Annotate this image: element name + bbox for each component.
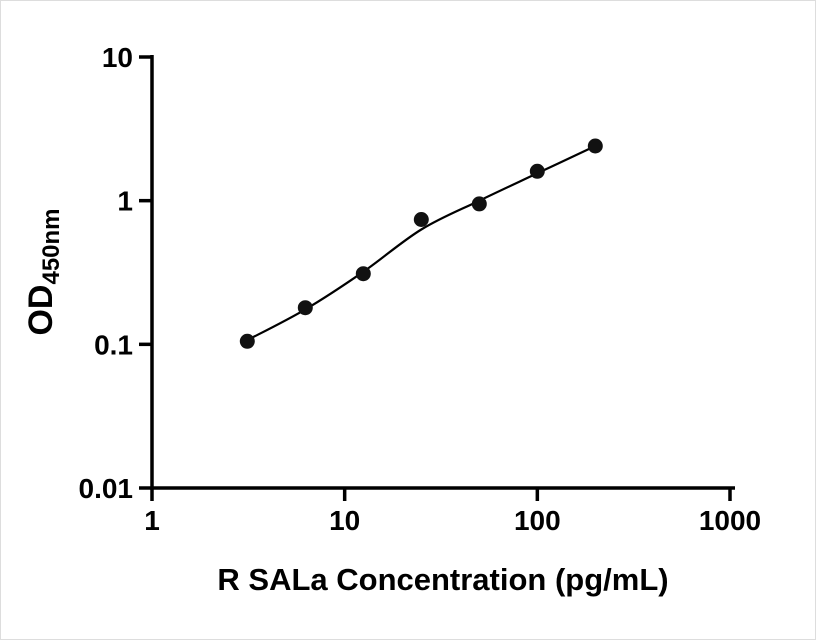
x-axis-tick-label: 100 — [514, 505, 561, 536]
data-point — [355, 266, 371, 282]
data-point — [297, 300, 313, 316]
y-axis-tick-label: 0.01 — [79, 473, 134, 504]
x-axis-tick-label: 1000 — [699, 505, 761, 536]
data-point — [413, 212, 429, 227]
axis-spine — [150, 55, 735, 490]
x-axis-tick-label: 1 — [144, 505, 160, 536]
y-axis-title-main: OD — [22, 284, 60, 336]
y-axis-title: OD450nm — [22, 208, 66, 335]
y-axis-title-subscript: 450nm — [38, 208, 65, 285]
x-axis-title: R SALa Concentration (pg/mL) — [217, 562, 669, 597]
y-axis-tick-label: 0.1 — [94, 329, 133, 360]
data-point — [471, 196, 487, 212]
data-point — [587, 138, 603, 154]
x-axis-tick-label: 10 — [329, 505, 360, 536]
data-point — [239, 333, 255, 349]
y-axis-tick-label: 1 — [117, 186, 133, 217]
y-axis-tick-label: 10 — [102, 42, 133, 73]
data-point — [529, 163, 545, 179]
